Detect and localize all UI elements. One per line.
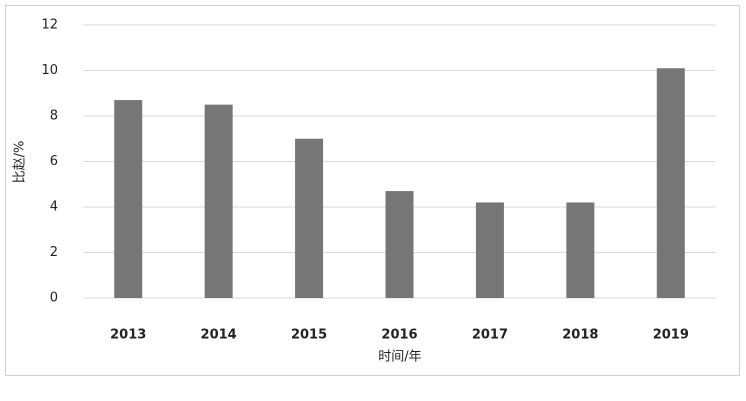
bar bbox=[656, 68, 685, 298]
y-tick-label: 8 bbox=[50, 109, 58, 124]
y-tick-label: 12 bbox=[41, 18, 58, 33]
bar bbox=[204, 104, 233, 298]
x-tick-label: 2017 bbox=[472, 328, 508, 343]
bar bbox=[295, 138, 324, 298]
x-tick-label: 2014 bbox=[201, 328, 237, 343]
y-tick-label: 2 bbox=[50, 245, 58, 260]
x-tick-label: 2015 bbox=[291, 328, 327, 343]
y-tick-label: 0 bbox=[50, 291, 58, 306]
bar bbox=[385, 191, 414, 298]
x-tick-label: 2013 bbox=[110, 328, 146, 343]
y-tick-label: 6 bbox=[50, 154, 58, 169]
x-tick-label: 2019 bbox=[653, 328, 689, 343]
x-axis-title: 时间/年 bbox=[378, 350, 421, 365]
x-tick-label: 2018 bbox=[562, 328, 598, 343]
bar bbox=[566, 202, 595, 298]
y-tick-label: 4 bbox=[50, 200, 58, 215]
bar bbox=[114, 100, 143, 298]
y-tick-label: 10 bbox=[41, 63, 58, 78]
bar bbox=[475, 202, 504, 298]
y-axis-title: 比赵/% bbox=[13, 141, 28, 184]
x-tick-label: 2016 bbox=[381, 328, 417, 343]
